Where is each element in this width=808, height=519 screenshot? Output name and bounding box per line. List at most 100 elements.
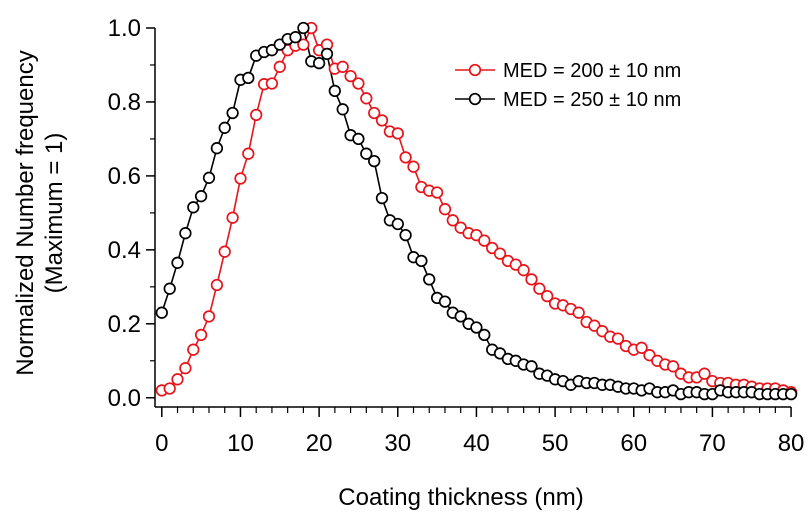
series-1-point <box>273 60 286 73</box>
series-2-point <box>226 106 239 120</box>
y-tick-label: 0.0 <box>108 385 141 412</box>
series-1-point <box>572 306 585 319</box>
x-tick-label: 40 <box>463 430 490 457</box>
series-1-point <box>242 147 255 160</box>
series-2-point <box>328 84 341 98</box>
x-tick-label: 60 <box>620 430 647 457</box>
x-tick-label: 0 <box>155 430 168 457</box>
y-axis-title-line-1: Normalized Number frequency <box>12 50 39 375</box>
series-1-point <box>336 60 349 73</box>
x-axis: 0 10 20 30 40 50 60 70 80 <box>155 406 804 457</box>
series-2-point <box>415 254 428 268</box>
series-points <box>155 21 798 401</box>
series-2-point <box>391 217 404 231</box>
series-2-point <box>352 132 365 146</box>
series-1-point <box>163 382 176 395</box>
y-tick-label: 0.8 <box>108 89 141 116</box>
legend-marker <box>468 92 482 106</box>
y-tick-label: 0.4 <box>108 237 141 264</box>
series-1-point <box>218 245 231 258</box>
series-2-point <box>210 142 224 155</box>
series-1-point <box>297 38 310 51</box>
series-1-point <box>265 77 279 90</box>
series-2-point <box>784 387 798 401</box>
series-2-point <box>360 147 373 160</box>
plot-area <box>155 21 798 401</box>
series-1-point <box>698 367 711 380</box>
y-axis: 0.0 0.2 0.4 0.6 0.8 1.0 <box>108 15 156 412</box>
y-tick-label: 0.2 <box>108 311 141 338</box>
series-1-point <box>438 203 452 216</box>
x-tick-label: 80 <box>778 430 805 457</box>
legend-item-1: MED = 200 ± 10 nm <box>455 60 681 82</box>
series-2-point <box>470 321 483 334</box>
x-tick-label: 10 <box>227 430 254 457</box>
series-lines <box>161 25 792 395</box>
series-1-point <box>226 211 239 224</box>
series-2-point <box>194 190 208 203</box>
series-1-point <box>171 373 184 386</box>
series-1-point <box>234 172 247 185</box>
series-2-point <box>163 282 176 295</box>
series-2-point <box>399 228 412 242</box>
series-1-point <box>399 151 412 164</box>
series-1-point <box>666 360 680 373</box>
x-axis-ticks: 0 10 20 30 40 50 60 70 80 <box>155 407 804 457</box>
y-axis-title: Normalized Number frequency (Maximum = 1… <box>12 50 68 375</box>
legend-item-2: MED = 250 ± 10 nm <box>455 89 681 111</box>
series-2-point <box>312 56 326 70</box>
series-2-point <box>438 295 452 308</box>
series-1-point <box>375 114 389 127</box>
series-2-point <box>155 306 168 319</box>
series-2-point <box>218 121 231 134</box>
x-axis-title: Coating thickness (nm) <box>338 484 583 511</box>
series-line-1 <box>161 25 792 393</box>
series-1-point <box>407 160 420 173</box>
series-1-point <box>187 343 200 356</box>
series-1-point <box>360 92 373 105</box>
series-1-point <box>210 278 224 292</box>
series-1-point <box>493 247 507 260</box>
series-2-point <box>336 103 349 116</box>
series-1-point <box>446 214 459 227</box>
series-2-point <box>179 227 192 240</box>
series-1-point <box>391 127 404 140</box>
series-2-point <box>320 47 334 61</box>
series-1-point <box>525 273 538 286</box>
series-2-point <box>525 360 538 373</box>
series-1-point <box>533 282 546 295</box>
legend-label: MED = 250 ± 10 nm <box>503 89 681 111</box>
legend-marker <box>468 63 482 77</box>
series-1-point <box>478 234 491 247</box>
series-2-point <box>289 31 302 44</box>
series-1-point <box>250 108 263 122</box>
series-2-point <box>187 201 200 214</box>
x-tick-label: 30 <box>384 430 411 457</box>
series-2-point <box>202 171 216 184</box>
x-tick-label: 70 <box>699 430 726 457</box>
y-tick-label: 1.0 <box>108 15 141 42</box>
y-axis-title-line-2: (Maximum = 1) <box>41 133 68 294</box>
series-1-point <box>194 328 208 342</box>
y-axis-ticks: 0.0 0.2 0.4 0.6 0.8 1.0 <box>108 15 155 412</box>
series-line-2 <box>161 26 792 395</box>
series-1-point <box>541 289 554 303</box>
series-1-point <box>611 332 625 345</box>
series-2-point <box>171 256 184 269</box>
series-1-point <box>517 264 530 277</box>
series-1-point <box>352 77 365 90</box>
series-1-point <box>430 186 444 199</box>
y-tick-label: 0.6 <box>108 163 141 190</box>
series-1-point <box>179 362 192 375</box>
legend-label: MED = 200 ± 10 nm <box>503 60 681 82</box>
series-2-point <box>368 154 381 168</box>
series-1-point <box>635 341 648 354</box>
x-tick-label: 20 <box>306 430 333 457</box>
series-2-point <box>242 71 255 85</box>
series-1-point <box>344 69 357 83</box>
legend: MED = 200 ± 10 nm MED = 250 ± 10 nm <box>455 60 681 111</box>
x-tick-label: 50 <box>542 430 569 457</box>
series-2-point <box>297 21 310 35</box>
series-1-point <box>368 106 381 120</box>
